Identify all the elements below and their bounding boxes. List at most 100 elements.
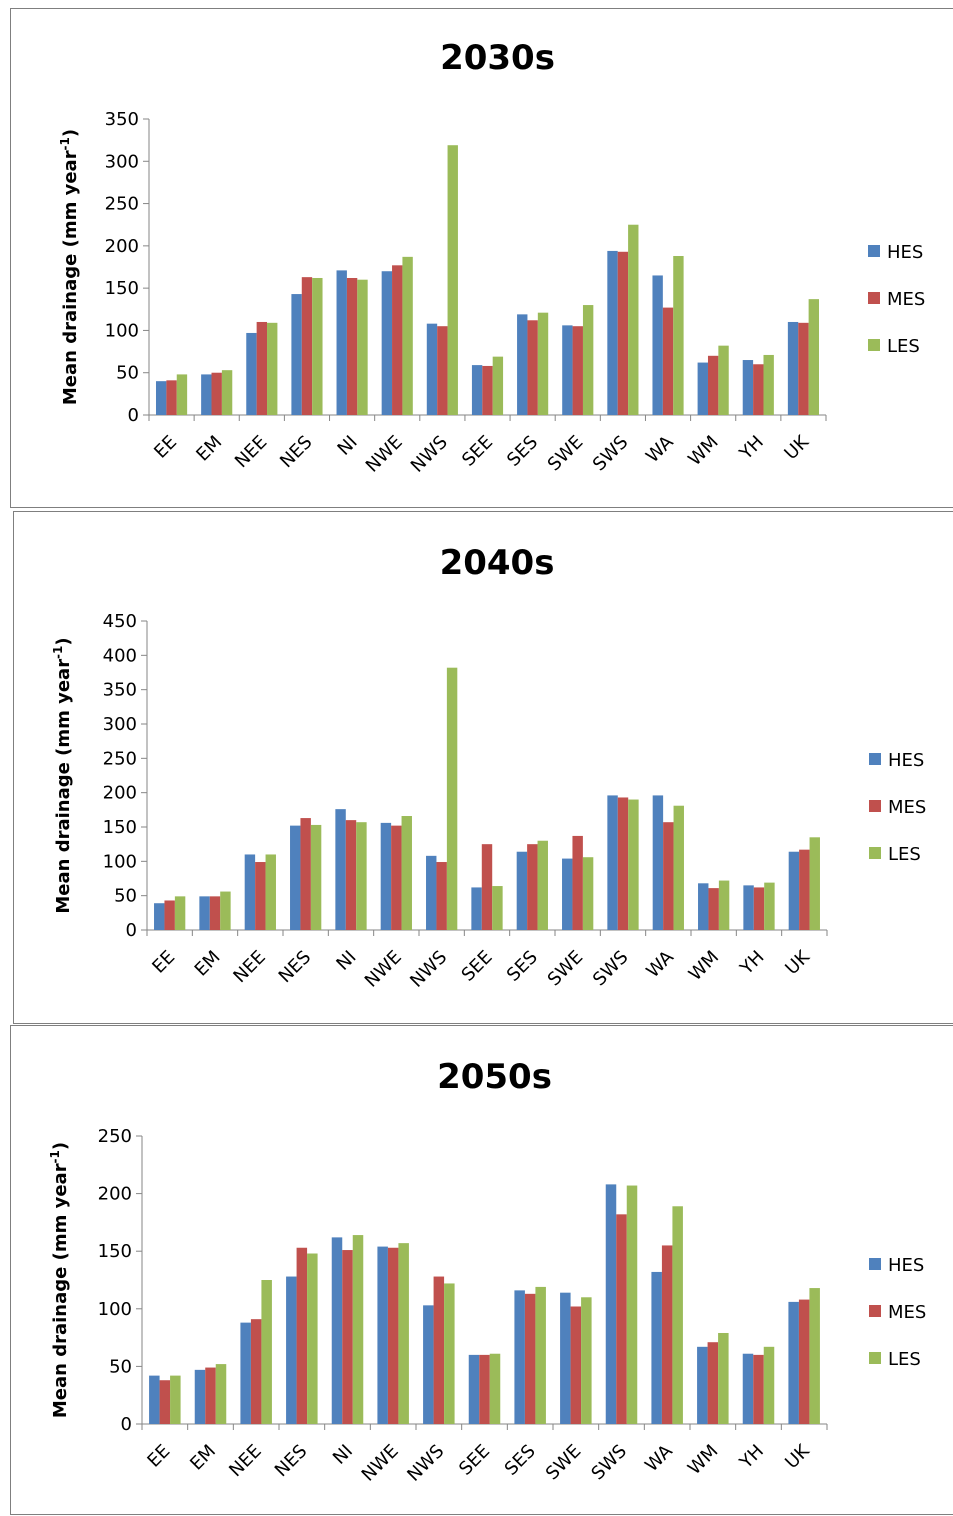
bar-hes-ee xyxy=(149,1375,160,1424)
legend-label-mes: MES xyxy=(887,289,925,310)
y-axis-label: Mean drainage (mm year-1) xyxy=(58,129,81,405)
y-axis-label-close: ) xyxy=(60,129,81,137)
x-tick-label: YH xyxy=(736,947,769,980)
bar-les-nwe xyxy=(401,816,412,930)
bar-mes-see xyxy=(481,844,493,930)
bar-mes-nwe xyxy=(387,1247,399,1424)
legend-swatch-mes xyxy=(868,292,880,304)
y-tick-label: 200 xyxy=(105,236,139,257)
x-tick-label: SEE xyxy=(458,947,497,986)
bar-mes-nes xyxy=(296,1247,308,1424)
bar-hes-swe xyxy=(560,1292,571,1424)
chart-2030s: 2030s Mean drainage (mm year-1) 0 50 100 150 2… xyxy=(58,38,925,477)
bar-hes-sws xyxy=(607,250,618,415)
bar-mes-em xyxy=(209,896,221,930)
bar-mes-ses xyxy=(524,1293,536,1424)
bar-les-wa xyxy=(672,1206,683,1424)
legend-label-mes: MES xyxy=(888,797,926,818)
x-tick-label: NEE xyxy=(225,1441,265,1481)
legend-swatch-hes xyxy=(868,245,880,257)
bar-mes-ni xyxy=(345,820,357,930)
x-tick-label: NWE xyxy=(361,947,406,992)
x-tick-label: UK xyxy=(781,946,814,979)
x-tick-label: EE xyxy=(150,432,181,463)
bar-hes-ses xyxy=(514,1290,525,1424)
y-tick-label: 50 xyxy=(116,363,139,384)
bar-mes-nee xyxy=(255,862,266,930)
bar-mes-ee xyxy=(159,1380,171,1424)
bar-les-yh xyxy=(764,882,775,930)
bar-mes-nws xyxy=(437,326,448,415)
x-tick-label: WM xyxy=(684,432,722,470)
bar-mes-ses xyxy=(527,844,538,930)
y-tick-label: 400 xyxy=(103,645,137,666)
bar-hes-nwe xyxy=(377,1246,388,1424)
legend-swatch-les xyxy=(869,847,881,859)
x-tick-label: SWE xyxy=(542,1441,586,1485)
bar-les-nws xyxy=(444,1283,455,1424)
bar-les-uk xyxy=(808,299,820,415)
bar-les-nee xyxy=(267,322,278,415)
chart-title: 2050s xyxy=(437,1057,552,1097)
x-tick-label: SWS xyxy=(587,1441,631,1485)
chart-2050s: 2050s Mean drainage (mm year-1) 0 50 100 150 2… xyxy=(48,1057,926,1486)
y-tick-label: 350 xyxy=(105,109,139,130)
bar-mes-uk xyxy=(798,322,809,415)
bar-mes-em xyxy=(211,372,222,415)
bar-hes-em xyxy=(194,1369,206,1424)
x-tick-label: NI xyxy=(332,947,360,975)
bar-les-wa xyxy=(673,256,684,415)
bar-hes-em xyxy=(199,896,210,930)
bar-hes-wa xyxy=(652,795,664,930)
bar-hes-ni xyxy=(336,270,347,415)
bar-les-wm xyxy=(718,345,729,415)
bar-hes-nee xyxy=(244,854,256,930)
bar-hes-nwe xyxy=(381,271,393,415)
bar-hes-wm xyxy=(697,362,708,415)
chart-panel-2030s: 2030s Mean drainage (mm year-1) 0 50 100 150 2… xyxy=(10,8,953,508)
bar-mes-sws xyxy=(616,1214,627,1424)
y-axis-label-superscript: -1 xyxy=(58,137,72,150)
y-tick-label: 350 xyxy=(103,680,137,701)
bar-mes-ni xyxy=(346,277,358,415)
bar-les-nwe xyxy=(398,1243,409,1424)
y-axis-label-text: Mean drainage (mm year xyxy=(60,150,81,405)
bar-mes-see xyxy=(482,365,493,415)
bar-les-ee xyxy=(174,896,186,930)
y-tick-label: 150 xyxy=(105,278,139,299)
y-tick-label: 150 xyxy=(98,1241,132,1262)
x-tick-label: SWE xyxy=(544,432,588,476)
bar-les-see xyxy=(492,356,504,415)
legend-swatch-mes xyxy=(869,1305,881,1317)
bar-les-ses xyxy=(535,1286,546,1424)
bar-hes-yh xyxy=(742,360,754,415)
bar-mes-sws xyxy=(617,251,629,415)
legend-swatch-les xyxy=(869,1352,881,1364)
bar-hes-yh xyxy=(743,885,754,930)
bar-les-em xyxy=(215,1364,227,1424)
bar-les-wm xyxy=(718,880,730,930)
bar-les-nee xyxy=(265,854,276,930)
bar-mes-nes xyxy=(301,277,313,415)
chart-title: 2040s xyxy=(440,543,555,583)
bar-mes-swe xyxy=(572,326,583,415)
x-tick-label: EE xyxy=(143,1441,174,1472)
bar-les-nee xyxy=(261,1280,272,1424)
bar-hes-nws xyxy=(426,323,438,415)
x-tick-label: YH xyxy=(735,432,768,465)
y-tick-label: 150 xyxy=(103,817,137,838)
bar-hes-em xyxy=(201,374,212,415)
legend-swatch-mes xyxy=(869,800,881,812)
x-tick-label: SES xyxy=(503,432,542,471)
bar-les-ee xyxy=(176,374,188,415)
y-tick-label: 100 xyxy=(105,320,139,341)
x-tick-label: NWS xyxy=(403,1441,448,1486)
bar-hes-nws xyxy=(423,1305,434,1424)
bar-les-wm xyxy=(718,1332,729,1424)
bar-hes-ni xyxy=(335,809,346,930)
legend-label-hes: HES xyxy=(888,750,924,771)
chart-2040s: 2040s Mean drainage (mm year-1) 0 50 100 150 2… xyxy=(51,543,926,992)
x-tick-label: SEE xyxy=(455,1441,494,1480)
y-tick-label: 300 xyxy=(105,151,139,172)
y-axis-label-superscript: -1 xyxy=(51,646,65,659)
